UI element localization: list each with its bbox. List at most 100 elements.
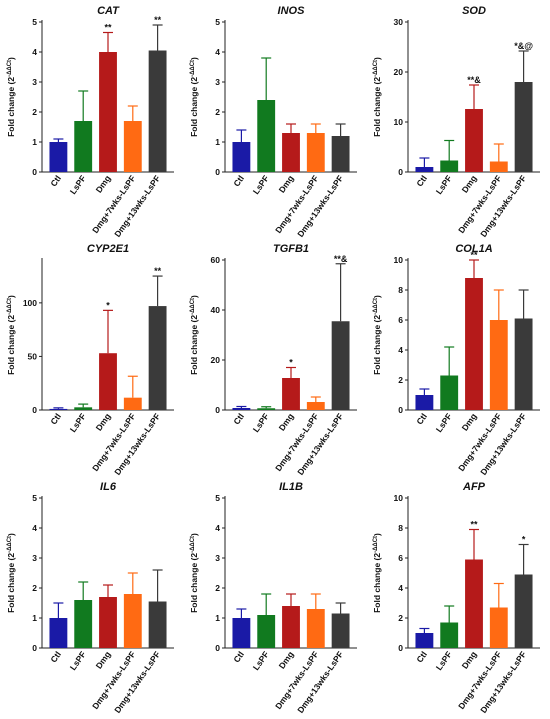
bar-dmg: [99, 52, 117, 172]
significance-label: **&: [334, 254, 348, 264]
y-tick-label: 5: [32, 17, 37, 27]
y-tick-label: 1: [215, 137, 220, 147]
x-tick-label: LsPF: [434, 173, 454, 196]
bar-ctl: [415, 395, 434, 410]
x-tick-label: Dmg: [460, 649, 479, 670]
y-tick-label: 5: [32, 493, 37, 503]
chart-panel-sod: SOD Fold change (2-ΔΔCt) 0 10 20 30 Ctl LsPF **&…: [366, 0, 550, 239]
y-tick-label: 2: [215, 583, 220, 593]
bar-ctl: [49, 618, 68, 648]
chart-title: INOS: [278, 5, 306, 17]
x-tick-label: Dmg+13wks-LsPF: [478, 173, 528, 238]
y-tick-label: 8: [398, 523, 403, 533]
bar-dmg: [282, 133, 300, 172]
chart-panel-inos: INOS Fold change (2-ΔΔCt) 0 1 2 3 4 5 Ctl LsPF Dmg…: [183, 0, 367, 239]
x-tick-label: LsPF: [251, 649, 271, 672]
bar-lspf: [440, 622, 459, 648]
bar-dmg-13wks-lspf: [514, 82, 533, 172]
y-tick-label: 20: [394, 67, 404, 77]
significance-label: *: [106, 300, 110, 310]
x-tick-label: Dmg+13wks-LsPF: [295, 173, 345, 238]
bar-chart-svg: CAT Fold change (2-ΔΔCt) 0 1 2 3 4 5 Ctl LsPF ** Dm…: [6, 5, 174, 239]
x-tick-label: Dmg: [277, 649, 296, 670]
x-tick-label: Ctl: [231, 649, 246, 664]
significance-label: **: [104, 23, 112, 33]
bar-dmg-7wks-lspf: [489, 607, 508, 648]
y-tick-label: 2: [32, 107, 37, 117]
y-tick-label: 2: [32, 583, 37, 593]
bar-dmg: [99, 597, 117, 648]
x-tick-label: LsPF: [434, 411, 454, 434]
chart-panel-cyp2e1: CYP2E1 Fold change (2-ΔΔCt) 0 50 100 Ctl LsPF *…: [0, 238, 184, 477]
bar-lspf: [74, 407, 93, 410]
bar-ctl: [49, 408, 68, 410]
chart-title: CAT: [97, 5, 120, 17]
x-tick-label: Ctl: [414, 649, 429, 664]
bar-dmg-7wks-lspf: [123, 594, 142, 648]
x-tick-label: Dmg+13wks-LsPF: [295, 649, 345, 714]
y-tick-label: 30: [394, 17, 404, 27]
y-tick-label: 6: [398, 553, 403, 563]
chart-panel-col1a: COL1A Fold change (2-ΔΔCt) 0 2 4 6 8 10 Ctl LsPF *…: [366, 238, 550, 477]
y-axis-label: Fold change (2-ΔΔCt): [372, 57, 382, 137]
y-tick-label: 3: [32, 553, 37, 563]
bar-dmg-7wks-lspf: [306, 133, 325, 172]
bar-dmg-13wks-lspf: [148, 601, 167, 648]
y-tick-label: 0: [32, 405, 37, 415]
bar-dmg-13wks-lspf: [331, 136, 350, 172]
y-tick-label: 50: [28, 351, 38, 361]
x-tick-label: LsPF: [68, 649, 88, 672]
x-tick-label: LsPF: [68, 411, 88, 434]
y-tick-label: 0: [398, 405, 403, 415]
bar-chart-svg: INOS Fold change (2-ΔΔCt) 0 1 2 3 4 5 Ctl LsPF Dmg…: [189, 5, 357, 239]
y-tick-label: 0: [398, 167, 403, 177]
chart-title: IL1B: [279, 481, 303, 493]
y-tick-label: 5: [215, 493, 220, 503]
x-tick-label: Dmg+13wks-LsPF: [112, 173, 162, 238]
y-tick-label: 3: [215, 77, 220, 87]
y-tick-label: 60: [211, 255, 221, 265]
x-tick-label: Dmg: [94, 173, 113, 194]
y-tick-label: 20: [211, 355, 221, 365]
chart-panel-tgfb1: TGFB1 Fold change (2-ΔΔCt) 0 20 40 60 Ctl LsPF *…: [183, 238, 367, 477]
y-tick-label: 40: [211, 305, 221, 315]
chart-panel-il1b: IL1B Fold change (2-ΔΔCt) 0 1 2 3 4 5 Ctl LsPF Dmg…: [183, 476, 367, 715]
bar-dmg-13wks-lspf: [514, 318, 533, 410]
bar-ctl: [232, 618, 251, 648]
bar-ctl: [415, 167, 434, 172]
significance-label: *: [289, 358, 293, 368]
y-tick-label: 0: [215, 643, 220, 653]
bar-dmg: [465, 109, 483, 172]
y-axis-label: Fold change (2-ΔΔCt): [372, 295, 382, 375]
y-tick-label: 0: [32, 643, 37, 653]
bar-ctl: [232, 142, 251, 172]
bar-dmg: [465, 278, 483, 410]
chart-title: IL6: [100, 481, 117, 493]
x-tick-label: Dmg: [277, 173, 296, 194]
x-tick-label: Dmg: [94, 411, 113, 432]
x-tick-label: LsPF: [251, 173, 271, 196]
chart-panel-afp: AFP Fold change (2-ΔΔCt) 0 2 4 6 8 10 Ctl LsPF ** D…: [366, 476, 550, 715]
bar-lspf: [257, 615, 276, 648]
y-tick-label: 4: [398, 583, 403, 593]
bar-lspf: [257, 100, 276, 172]
significance-label: **&: [467, 75, 481, 85]
chart-panel-il6: IL6 Fold change (2-ΔΔCt) 0 1 2 3 4 5 Ctl LsPF Dmg D…: [0, 476, 184, 715]
bar-ctl: [49, 142, 68, 172]
x-tick-label: LsPF: [434, 649, 454, 672]
bar-dmg-7wks-lspf: [489, 161, 508, 172]
chart-title: TGFB1: [273, 243, 309, 255]
y-axis-label: Fold change (2-ΔΔCt): [189, 533, 199, 613]
bar-chart-svg: AFP Fold change (2-ΔΔCt) 0 2 4 6 8 10 Ctl LsPF ** D…: [372, 481, 540, 715]
x-tick-label: Ctl: [414, 173, 429, 188]
x-tick-label: Dmg: [94, 649, 113, 670]
chart-title: COL1A: [455, 243, 492, 255]
x-tick-label: Dmg+13wks-LsPF: [478, 411, 528, 476]
significance-label: **: [154, 15, 162, 25]
bar-lspf: [74, 121, 93, 172]
bar-chart-svg: IL6 Fold change (2-ΔΔCt) 0 1 2 3 4 5 Ctl LsPF DmgD…: [6, 481, 174, 715]
bar-chart-svg: CYP2E1 Fold change (2-ΔΔCt) 0 50 100 Ctl LsPF *…: [6, 243, 174, 477]
y-tick-label: 4: [215, 523, 220, 533]
bar-chart-svg: IL1B Fold change (2-ΔΔCt) 0 1 2 3 4 5 Ctl LsPF Dmg…: [189, 481, 357, 715]
